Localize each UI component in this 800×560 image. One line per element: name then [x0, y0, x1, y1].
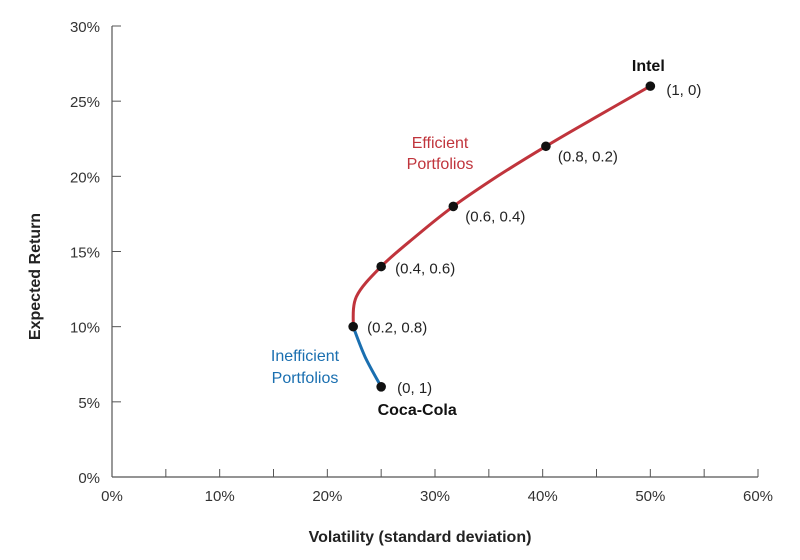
portfolio-point: [541, 141, 551, 152]
portfolio-point: [376, 261, 386, 272]
portfolio-point: [645, 81, 656, 91]
x-axis-title: Volatility (standard deviation): [309, 529, 532, 546]
x-tick-label: 50%: [635, 488, 665, 505]
y-tick-label: 25%: [70, 94, 100, 111]
x-tick-label: 10%: [205, 488, 235, 505]
y-tick-label: 10%: [70, 320, 100, 337]
x-tick-label: 60%: [743, 488, 773, 505]
asset-label-coca-cola: Coca-Cola: [378, 402, 457, 419]
x-tick-label: 20%: [312, 488, 342, 505]
x-tick-label: 0%: [101, 488, 123, 505]
asset-label-intel: Intel: [632, 58, 665, 75]
x-ticks: 0% 10% 20% 30% 40% 50% 60%: [101, 469, 773, 505]
portfolio-weight-label: (1, 0): [666, 82, 701, 99]
y-tick-label: 30%: [70, 19, 100, 36]
inefficient-region-label-line1: Inefficient: [271, 348, 340, 365]
y-axis-title: Expected Return: [27, 213, 44, 340]
x-tick-label: 30%: [420, 488, 450, 505]
portfolio-weight-label: (0.4, 0.6): [395, 261, 455, 278]
portfolio-point: [348, 321, 358, 332]
portfolio-weight-label: (0.2, 0.8): [367, 320, 427, 337]
y-tick-label: 0%: [78, 470, 100, 487]
y-ticks: 0% 5% 10% 15% 20% 25% 30%: [70, 19, 121, 487]
portfolio-weight-label: (0.6, 0.4): [465, 208, 525, 225]
y-tick-label: 20%: [70, 169, 100, 186]
inefficient-region-label-line2: Portfolios: [272, 370, 339, 387]
y-tick-label: 5%: [78, 395, 100, 412]
efficient-region-label-line2: Portfolios: [407, 156, 474, 173]
portfolio-weight-label: (0, 1): [397, 380, 432, 397]
inefficient-frontier-curve: [351, 325, 383, 389]
efficient-region-label-line1: Efficient: [412, 135, 469, 152]
portfolio-point: [376, 382, 386, 392]
x-tick-label: 40%: [528, 488, 558, 505]
y-tick-label: 15%: [70, 245, 100, 262]
portfolio-point: [448, 201, 459, 212]
portfolio-points: (0, 1) (0.2, 0.8) (0.4, 0.6) (0.6, 0.4) (0.8…: [348, 81, 701, 397]
portfolio-weight-label: (0.8, 0.2): [558, 148, 618, 165]
efficient-frontier-curve: [351, 84, 652, 329]
